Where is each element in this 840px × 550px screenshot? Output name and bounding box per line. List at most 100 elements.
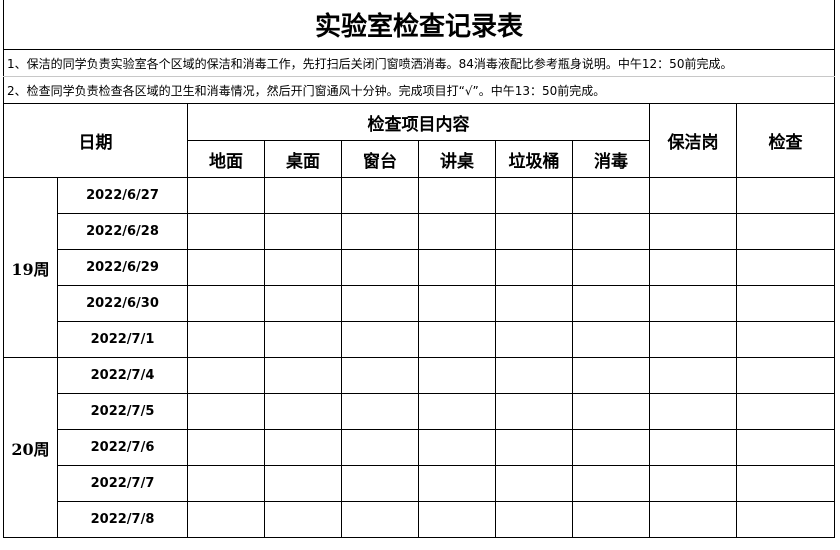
check-cell[interactable]	[572, 321, 650, 358]
table-row: 2022/6/28	[4, 213, 836, 250]
date-cell: 2022/7/7	[57, 465, 188, 502]
check-cell[interactable]	[495, 321, 573, 358]
check-cell[interactable]	[341, 321, 419, 358]
check-cell[interactable]	[264, 213, 342, 250]
table-row: 2022/7/8	[4, 501, 836, 538]
check-cell[interactable]	[572, 249, 650, 286]
header-item: 地面	[187, 140, 265, 178]
check-cell[interactable]	[341, 249, 419, 286]
check-cell[interactable]	[572, 177, 650, 214]
check-cell[interactable]	[735, 177, 836, 214]
check-cell[interactable]	[187, 249, 265, 286]
check-cell[interactable]	[572, 465, 650, 502]
note-1: 1、保洁的同学负责实验室各个区域的保洁和消毒工作，先打扫后关闭门窗喷洒消毒。84…	[2, 49, 836, 77]
check-cell[interactable]	[418, 285, 496, 322]
check-cell[interactable]	[649, 393, 737, 430]
check-cell[interactable]	[264, 501, 342, 538]
date-cell: 2022/7/6	[57, 429, 188, 466]
table-row: 20周 2022/7/4	[3, 357, 836, 538]
check-cell[interactable]	[264, 249, 342, 286]
check-cell[interactable]	[187, 393, 265, 430]
check-cell[interactable]	[264, 465, 342, 502]
check-cell[interactable]	[495, 501, 573, 538]
check-cell[interactable]	[341, 429, 419, 466]
check-cell[interactable]	[264, 177, 342, 214]
check-cell[interactable]	[418, 465, 496, 502]
check-cell[interactable]	[264, 393, 342, 430]
check-cell[interactable]	[649, 321, 737, 358]
check-cell[interactable]	[495, 249, 573, 286]
week-label: 19周	[3, 177, 58, 358]
check-cell[interactable]	[649, 285, 737, 322]
check-cell[interactable]	[649, 465, 737, 502]
check-cell[interactable]	[187, 501, 265, 538]
check-cell[interactable]	[264, 357, 342, 394]
date-cell: 2022/6/30	[57, 285, 188, 322]
table-row: 19周 2022/6/27	[3, 177, 836, 358]
check-cell[interactable]	[735, 321, 836, 358]
check-cell[interactable]	[341, 357, 419, 394]
check-cell[interactable]	[735, 249, 836, 286]
check-cell[interactable]	[649, 501, 737, 538]
check-cell[interactable]	[495, 357, 573, 394]
check-cell[interactable]	[418, 357, 496, 394]
check-cell[interactable]	[187, 177, 265, 214]
check-cell[interactable]	[264, 429, 342, 466]
check-cell[interactable]	[572, 213, 650, 250]
check-cell[interactable]	[418, 321, 496, 358]
check-cell[interactable]	[341, 501, 419, 538]
check-cell[interactable]	[187, 213, 265, 250]
check-cell[interactable]	[187, 357, 265, 394]
check-cell[interactable]	[341, 393, 419, 430]
check-cell[interactable]	[341, 465, 419, 502]
check-cell[interactable]	[735, 429, 836, 466]
check-cell[interactable]	[187, 465, 265, 502]
check-cell[interactable]	[341, 213, 419, 250]
check-cell[interactable]	[572, 501, 650, 538]
check-cell[interactable]	[495, 177, 573, 214]
check-cell[interactable]	[418, 213, 496, 250]
check-cell[interactable]	[187, 429, 265, 466]
check-cell[interactable]	[341, 285, 419, 322]
check-cell[interactable]	[495, 393, 573, 430]
check-cell[interactable]	[418, 501, 496, 538]
check-cell[interactable]	[735, 213, 836, 250]
check-cell[interactable]	[649, 429, 737, 466]
check-cell[interactable]	[735, 393, 836, 430]
check-cell[interactable]	[495, 429, 573, 466]
table-row: 2022/7/1	[4, 321, 836, 358]
check-cell[interactable]	[341, 177, 419, 214]
check-cell[interactable]	[495, 213, 573, 250]
table-row: 2022/7/5	[4, 393, 836, 430]
check-cell[interactable]	[495, 465, 573, 502]
header-item: 桌面	[264, 140, 342, 178]
check-cell[interactable]	[649, 177, 737, 214]
table-row: 2022/7/7	[4, 465, 836, 502]
check-cell[interactable]	[264, 321, 342, 358]
check-cell[interactable]	[572, 285, 650, 322]
check-cell[interactable]	[649, 213, 737, 250]
check-cell[interactable]	[418, 393, 496, 430]
header-item: 窗台	[341, 140, 419, 178]
date-cell: 2022/7/8	[57, 501, 188, 538]
header-date: 日期	[3, 103, 188, 178]
check-cell[interactable]	[264, 285, 342, 322]
check-cell[interactable]	[649, 249, 737, 286]
check-cell[interactable]	[572, 429, 650, 466]
date-cell: 2022/6/28	[57, 213, 188, 250]
check-cell[interactable]	[418, 249, 496, 286]
inspection-record-table: 实验室检查记录表 1、保洁的同学负责实验室各个区域的保洁和消毒工作，先打扫后关闭…	[2, 0, 836, 538]
check-cell[interactable]	[735, 501, 836, 538]
check-cell[interactable]	[735, 285, 836, 322]
check-cell[interactable]	[735, 357, 836, 394]
check-cell[interactable]	[649, 357, 737, 394]
check-cell[interactable]	[572, 393, 650, 430]
check-cell[interactable]	[495, 285, 573, 322]
check-cell[interactable]	[572, 357, 650, 394]
check-cell[interactable]	[187, 285, 265, 322]
table-row: 2022/6/29	[4, 249, 836, 286]
check-cell[interactable]	[418, 177, 496, 214]
check-cell[interactable]	[187, 321, 265, 358]
check-cell[interactable]	[735, 465, 836, 502]
check-cell[interactable]	[418, 429, 496, 466]
